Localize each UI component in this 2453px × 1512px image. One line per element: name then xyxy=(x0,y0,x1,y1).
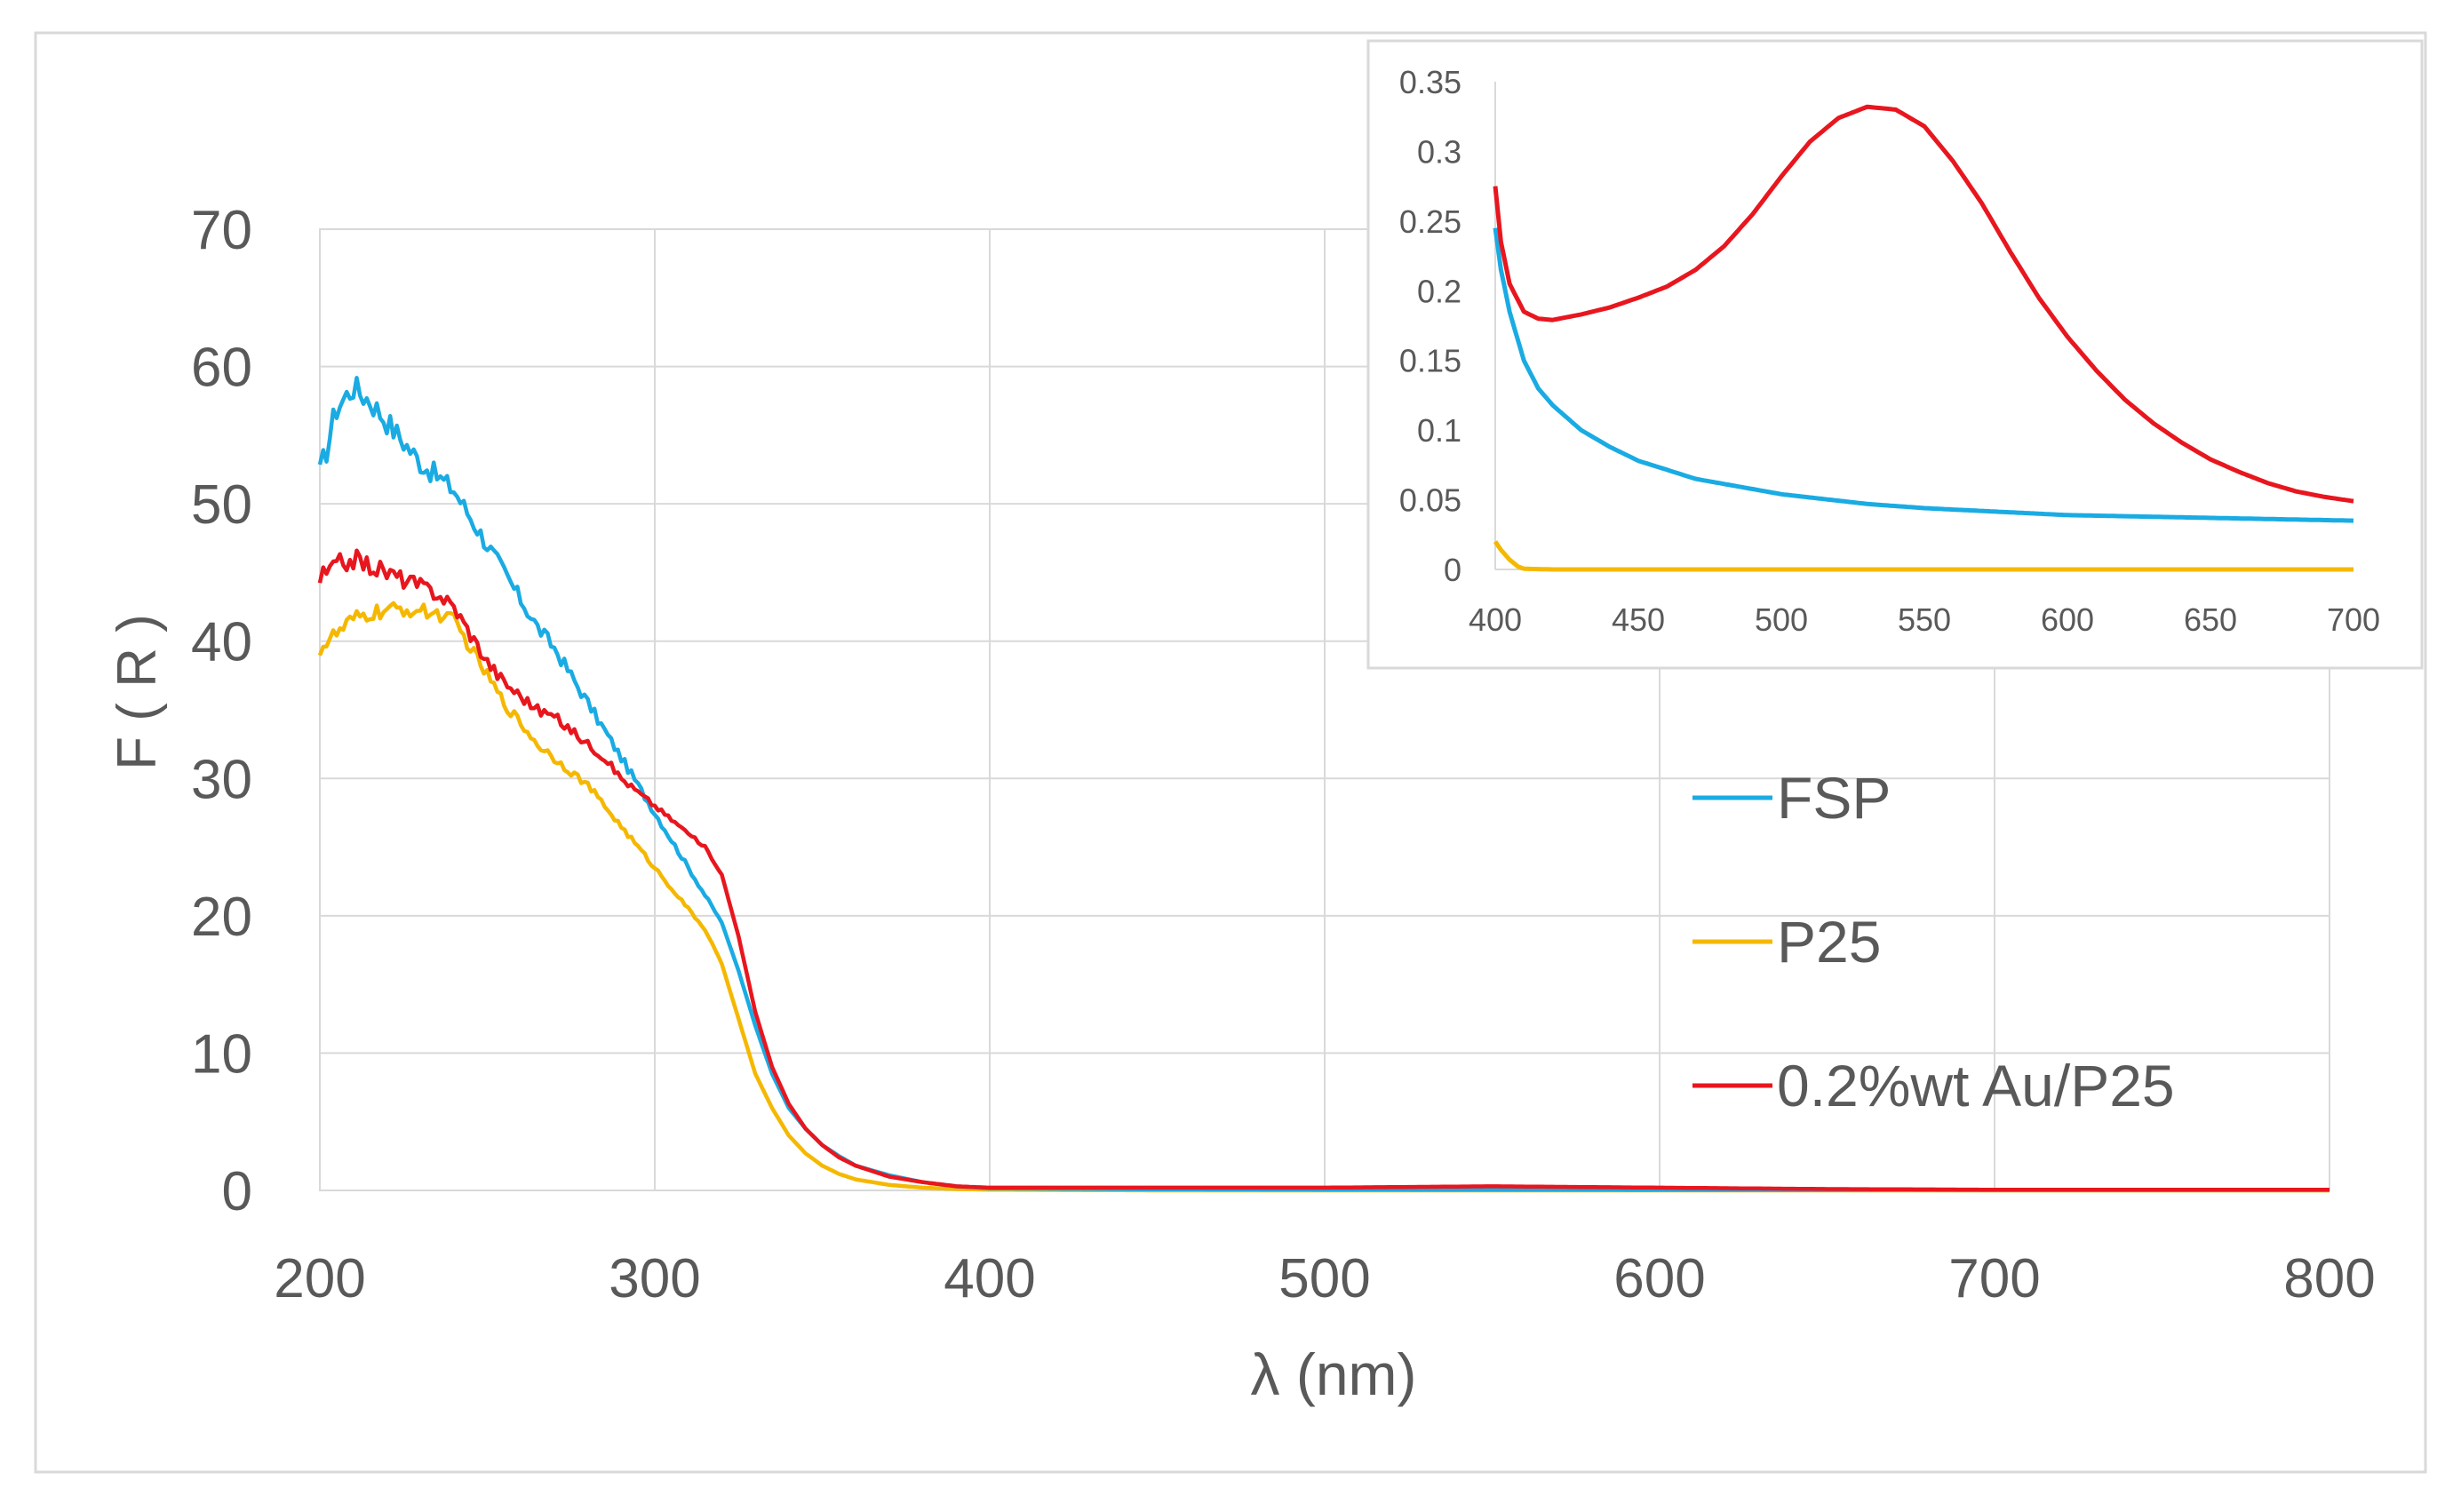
x-tick-label: 400 xyxy=(944,1248,1035,1309)
inset-y-tick-label: 0.05 xyxy=(1399,482,1461,519)
inset-y-tick-label: 0.35 xyxy=(1399,64,1461,100)
series-line-0-2-wt-au-p25 xyxy=(317,548,2330,1192)
legend-item: P25 xyxy=(1692,909,1881,975)
legend-label: FSP xyxy=(1777,765,1891,831)
inset-series-line-p25 xyxy=(1493,540,2353,572)
x-tick-label: 700 xyxy=(1948,1248,2040,1309)
legend-item: FSP xyxy=(1692,765,1891,831)
y-tick-label: 10 xyxy=(191,1023,252,1085)
y-tick-label: 40 xyxy=(191,612,252,673)
x-tick-label: 300 xyxy=(609,1248,700,1309)
y-tick-label: 30 xyxy=(191,749,252,810)
x-tick-label: 200 xyxy=(274,1248,365,1309)
inset-y-tick-label: 0.2 xyxy=(1417,273,1461,309)
inset-x-tick-label: 550 xyxy=(1898,601,1951,638)
x-tick-label: 800 xyxy=(2283,1248,2375,1309)
inset-x-tick-label: 500 xyxy=(1755,601,1808,638)
y-tick-label: 60 xyxy=(191,338,252,399)
inset-x-tick-label: 650 xyxy=(2184,601,2237,638)
inset-x-tick-label: 600 xyxy=(2041,601,2094,638)
inset-y-tick-label: 0 xyxy=(1444,552,1461,588)
inset-y-tick-label: 0.3 xyxy=(1417,133,1461,170)
chart-legend: FSP P25 0.2%wt Au/P25 xyxy=(1692,765,2175,1118)
x-tick-label: 600 xyxy=(1613,1248,1705,1309)
inset-x-tick-label: 700 xyxy=(2327,601,2380,638)
y-axis-title: F ( R ) xyxy=(107,614,168,770)
inset-border xyxy=(1366,39,2424,670)
inset-x-tick-label: 400 xyxy=(1469,601,1522,638)
inset-y-tick-label: 0.1 xyxy=(1417,412,1461,449)
inset-x-tick-label: 450 xyxy=(1612,601,1665,638)
legend-label: P25 xyxy=(1777,909,1881,975)
y-tick-label: 20 xyxy=(191,887,252,948)
inset-series-line-fsp xyxy=(1493,227,2354,523)
inset-y-tick-label: 0.25 xyxy=(1399,203,1461,240)
y-tick-label: 50 xyxy=(191,474,252,536)
inset-y-tick-label: 0.15 xyxy=(1399,343,1461,379)
y-tick-label: 70 xyxy=(191,200,252,261)
y-tick-label: 0 xyxy=(222,1161,252,1222)
x-axis-title: λ (nm) xyxy=(1251,1341,1417,1407)
legend-item: 0.2%wt Au/P25 xyxy=(1692,1053,2175,1118)
legend-label: 0.2%wt Au/P25 xyxy=(1777,1053,2175,1118)
inset-series-line-0-2-wt-au-p25 xyxy=(1493,104,2354,504)
x-tick-label: 500 xyxy=(1278,1248,1370,1309)
inset-plot: 0 0.05 0.1 0.15 0.2 0.25 0.3 0.35 400 450 500 550 60… xyxy=(1399,64,2380,638)
